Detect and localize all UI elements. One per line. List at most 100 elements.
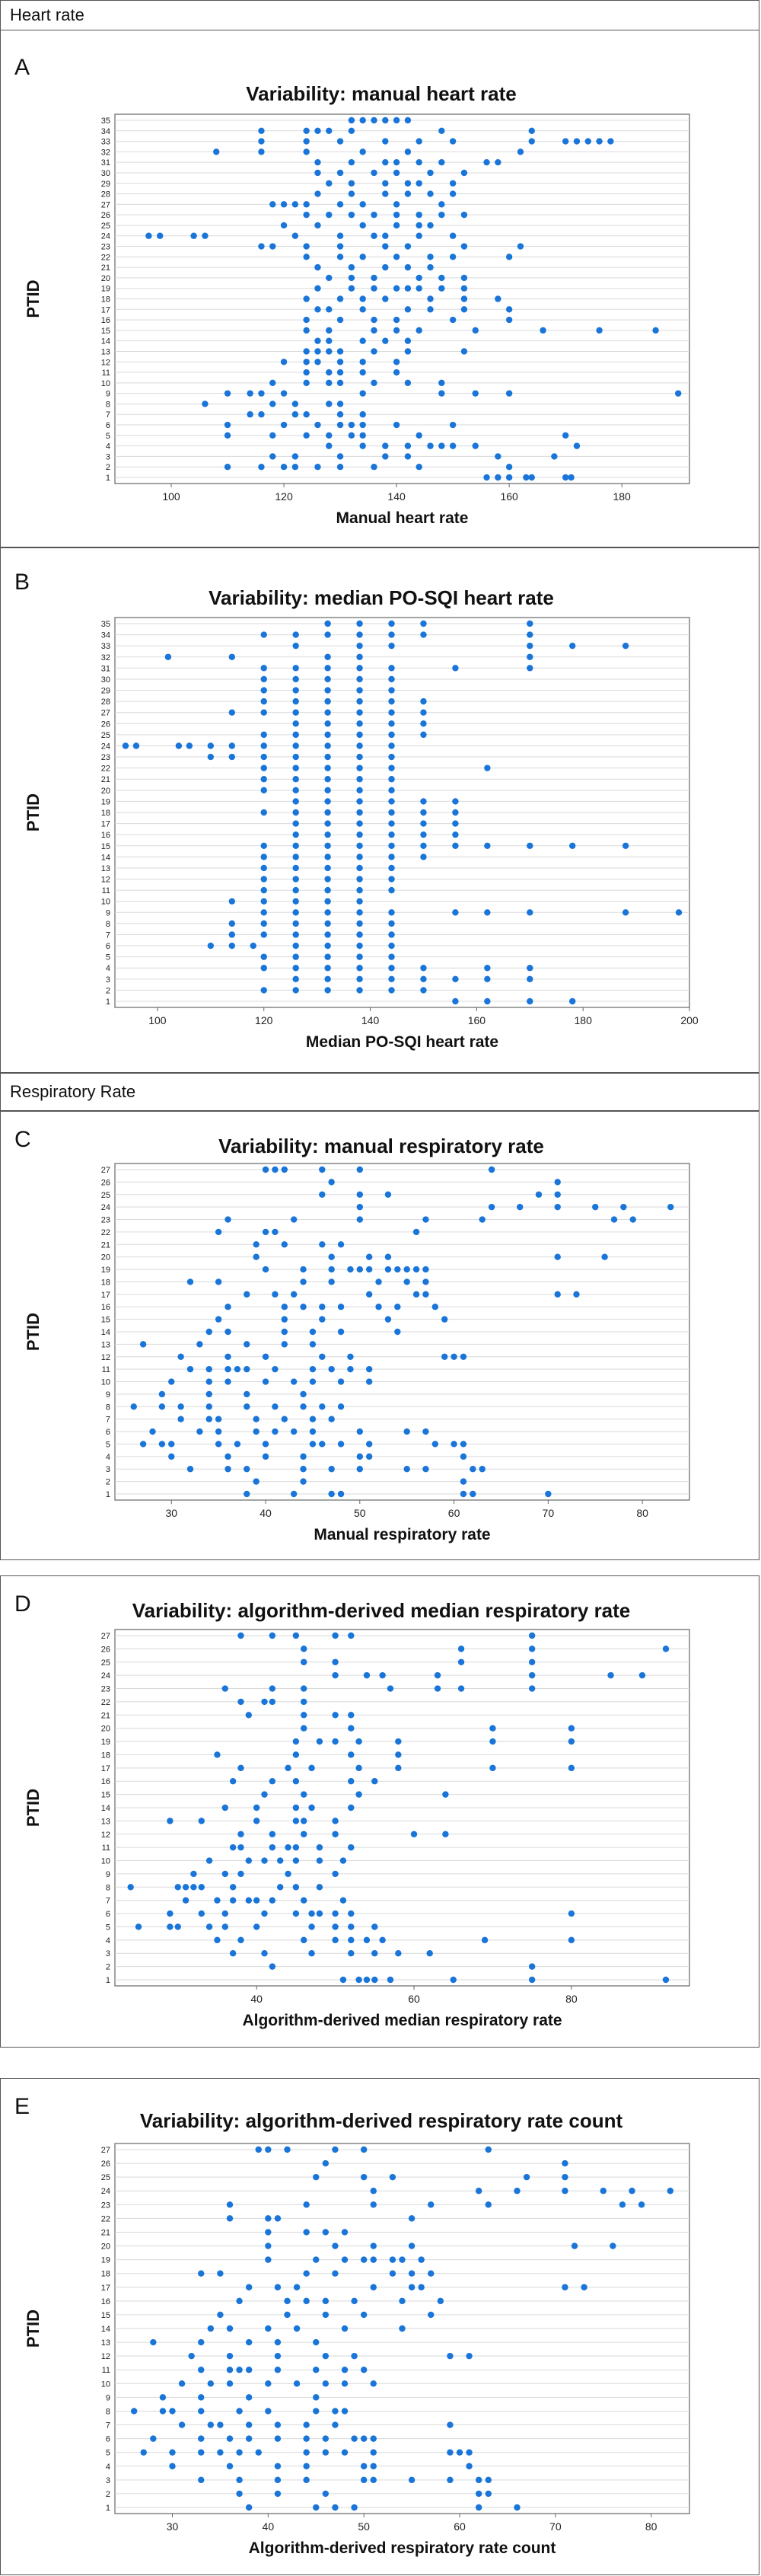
data-point — [427, 190, 434, 197]
data-point — [388, 798, 395, 805]
data-point — [371, 348, 377, 355]
data-point — [403, 1466, 410, 1473]
data-point — [186, 742, 193, 749]
data-point — [523, 474, 530, 481]
y-axis-label: PTID — [24, 1313, 43, 1351]
data-point — [475, 2188, 482, 2195]
data-point — [517, 148, 524, 155]
data-point — [395, 1751, 402, 1758]
data-point — [393, 327, 400, 334]
data-point — [319, 1403, 326, 1410]
data-point — [303, 2229, 310, 2236]
data-point — [324, 720, 331, 727]
data-point — [253, 1253, 260, 1260]
data-point — [139, 1441, 147, 1448]
data-point — [356, 665, 363, 672]
x-tick-label: 40 — [260, 1507, 272, 1519]
data-point — [207, 2421, 215, 2428]
data-point — [356, 653, 363, 660]
data-point — [540, 327, 546, 334]
data-point — [290, 1378, 298, 1385]
data-point — [224, 1216, 231, 1223]
y-axis-label: PTID — [24, 2309, 43, 2348]
y-tick-label: 32 — [101, 148, 110, 157]
data-point — [269, 1897, 276, 1904]
data-point — [303, 2435, 310, 2442]
data-point — [324, 731, 331, 739]
data-point — [336, 421, 344, 429]
data-point — [428, 2311, 435, 2319]
data-point — [272, 1365, 279, 1373]
data-point — [159, 2408, 167, 2415]
data-point — [332, 1831, 339, 1837]
data-point — [527, 653, 533, 660]
data-point — [314, 127, 321, 134]
data-point — [356, 942, 363, 950]
data-point — [384, 1316, 392, 1323]
y-tick-label: 11 — [102, 1365, 110, 1374]
data-point — [393, 316, 400, 324]
data-point — [324, 787, 331, 794]
y-tick-label: 16 — [101, 316, 110, 325]
data-point — [190, 1884, 197, 1891]
data-point — [404, 348, 412, 355]
data-point — [488, 1203, 495, 1211]
data-point — [132, 742, 140, 749]
data-point — [527, 642, 533, 650]
data-point — [460, 295, 468, 302]
data-point — [351, 2297, 358, 2305]
data-point — [336, 316, 344, 324]
data-point — [308, 1764, 315, 1772]
data-point — [221, 1804, 228, 1811]
data-point — [404, 453, 412, 460]
data-point — [393, 158, 400, 166]
data-point — [388, 642, 395, 650]
data-point — [371, 464, 377, 471]
data-point — [258, 464, 265, 471]
data-point — [452, 909, 459, 916]
data-point — [316, 1884, 323, 1891]
data-point — [258, 390, 265, 397]
data-point — [420, 798, 427, 805]
data-point — [292, 1843, 300, 1851]
data-point — [460, 285, 468, 292]
data-point — [379, 1936, 386, 1944]
y-tick-label: 26 — [101, 720, 110, 729]
data-point — [404, 243, 412, 250]
y-tick-label: 22 — [101, 2214, 110, 2223]
data-point — [514, 2188, 521, 2195]
data-point — [359, 432, 366, 439]
data-point — [281, 1316, 288, 1323]
data-point — [258, 243, 265, 250]
data-point — [456, 2449, 463, 2456]
data-point — [292, 854, 299, 860]
data-point — [388, 987, 395, 994]
data-point — [360, 2367, 368, 2373]
data-point — [324, 675, 331, 683]
data-point — [303, 369, 310, 376]
x-tick-label: 100 — [148, 1014, 167, 1026]
data-point — [449, 232, 457, 239]
data-point — [505, 254, 513, 260]
data-point — [489, 1725, 496, 1732]
data-point — [300, 1390, 307, 1398]
data-point — [371, 327, 377, 334]
data-point — [388, 886, 395, 894]
data-point — [255, 2146, 262, 2153]
data-point — [301, 1698, 307, 1706]
data-point — [581, 2284, 587, 2290]
data-point — [228, 931, 235, 938]
data-point — [431, 1441, 439, 1448]
y-tick-label: 21 — [101, 1240, 110, 1250]
data-point — [382, 158, 389, 166]
data-point — [313, 2394, 320, 2401]
data-point — [356, 931, 363, 938]
y-tick-label: 17 — [101, 2284, 110, 2293]
data-point — [182, 1897, 189, 1904]
data-point — [226, 2380, 234, 2387]
data-point — [292, 1818, 300, 1824]
data-point — [301, 1646, 307, 1652]
data-point — [292, 931, 299, 938]
data-point — [638, 2201, 645, 2208]
data-point — [326, 127, 333, 134]
